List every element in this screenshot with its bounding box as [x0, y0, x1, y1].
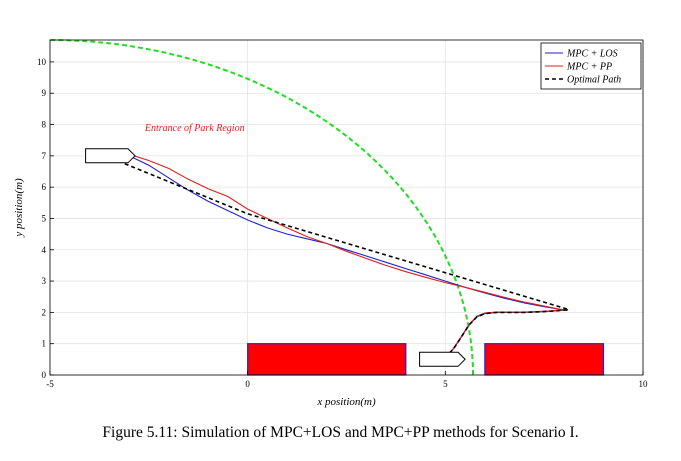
- x-tick-label: -5: [46, 379, 54, 389]
- obstacle-2: [484, 343, 605, 376]
- y-tick-label: 8: [42, 120, 47, 130]
- entrance-arc: [49, 39, 474, 376]
- vehicle-1: [85, 148, 136, 164]
- annotation-entrance: Entrance of Park Region: [144, 123, 245, 134]
- x-tick-label: 5: [443, 379, 448, 389]
- y-tick-label: 1: [42, 339, 47, 349]
- entrance-arc-path: [49, 39, 474, 376]
- y-tick-label: 2: [42, 307, 47, 317]
- series-lines: [104, 151, 569, 361]
- y-tick-label: 5: [42, 213, 47, 223]
- vehicles: [85, 148, 466, 367]
- series-line-optimal-path: [104, 155, 569, 311]
- series-line-mpc-los: [105, 152, 568, 311]
- y-tick-label: 3: [42, 276, 47, 286]
- vehicle-2: [419, 351, 466, 367]
- y-tick-label: 4: [42, 245, 47, 255]
- x-tick-label: 10: [639, 379, 649, 389]
- y-tick-label: 9: [42, 88, 47, 98]
- series-line-mpc-pp: [105, 151, 568, 311]
- obstacle-1: [247, 343, 407, 376]
- obstacles: [247, 343, 605, 376]
- legend-label-optimal-path: Optimal Path: [567, 75, 621, 86]
- legend: MPC + LOS MPC + PP Optimal Path: [540, 42, 642, 90]
- figure-caption: Figure 5.11: Simulation of MPC+LOS and M…: [102, 424, 579, 441]
- y-tick-label: 6: [42, 182, 47, 192]
- y-tick-label: 7: [42, 151, 47, 161]
- x-axis-label: x position(m): [316, 396, 376, 408]
- legend-label-mpc-pp: MPC + PP: [566, 62, 612, 73]
- y-tick-label: 10: [37, 57, 47, 67]
- grid-lines: [49, 40, 644, 376]
- x-tick-label: 0: [245, 379, 250, 389]
- plot-frame: [49, 39, 644, 376]
- series-line-segment-5: [437, 309, 568, 361]
- y-tick-label: 0: [42, 370, 47, 380]
- y-axis-label: y position(m): [13, 178, 25, 238]
- legend-label-mpc-los: MPC + LOS: [566, 49, 618, 60]
